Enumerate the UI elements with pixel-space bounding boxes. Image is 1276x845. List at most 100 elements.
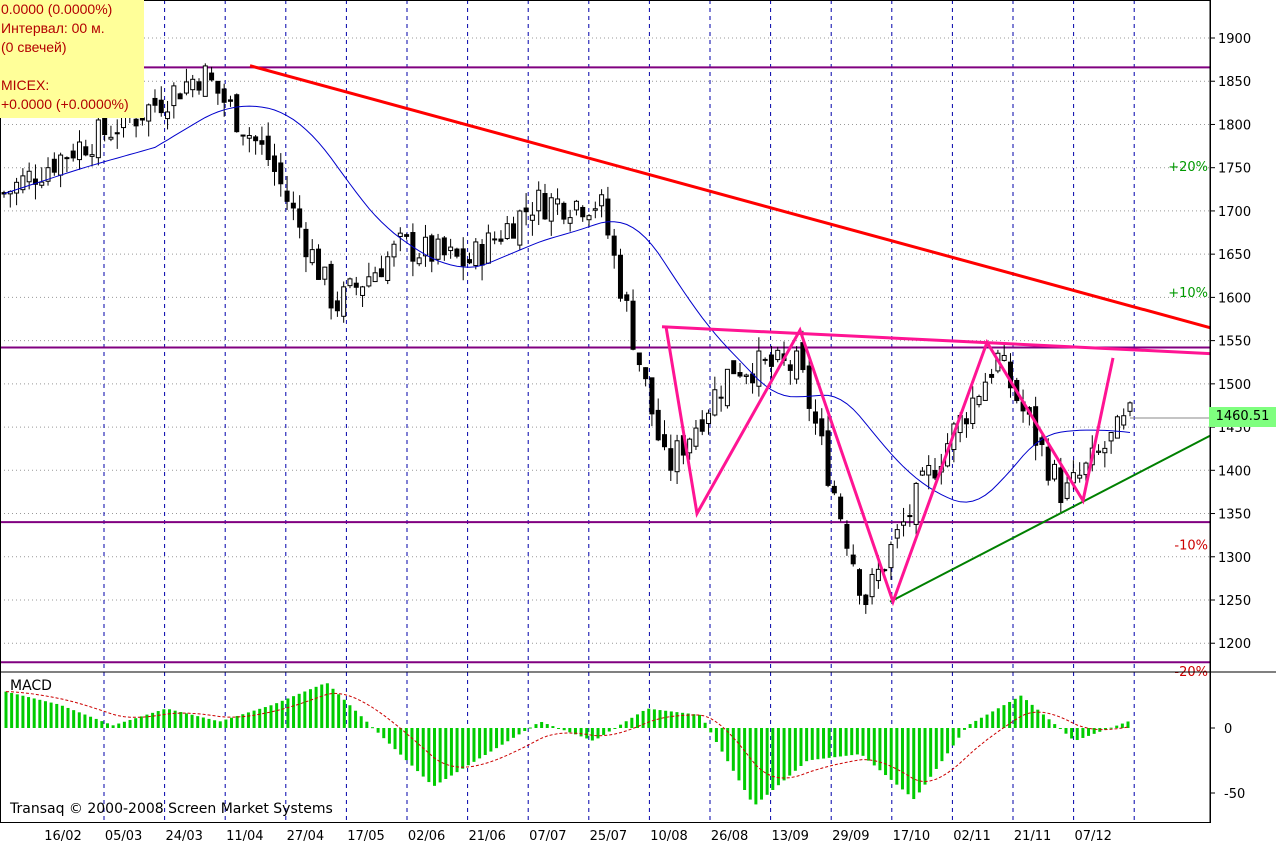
x-tick-label: 17/10 <box>893 829 930 844</box>
pattern-zigzag <box>664 326 1115 607</box>
x-tick-label: 26/08 <box>711 829 748 844</box>
macd-bar <box>867 728 871 761</box>
grid <box>0 0 1210 822</box>
candle-body <box>196 81 202 91</box>
macd-bar <box>652 709 656 728</box>
info-candles: (0 свечей) <box>1 39 67 55</box>
candle-body <box>806 365 812 409</box>
y-tick-label: 1400 <box>1218 464 1251 479</box>
candle-body <box>466 259 472 264</box>
macd-bar <box>370 727 374 729</box>
candle-body <box>303 228 309 258</box>
candle-body <box>932 469 938 479</box>
y-tick-label: 1250 <box>1218 594 1251 609</box>
candle-body <box>794 350 800 380</box>
candle-body <box>724 368 730 407</box>
candle-body <box>787 364 793 371</box>
candle-body <box>378 268 384 278</box>
candle-body <box>825 430 831 486</box>
candle-body <box>863 594 869 606</box>
y-tick-label: 1200 <box>1218 637 1251 652</box>
downtrend-line <box>249 64 1211 330</box>
info-symbol: MICEX: <box>1 77 50 93</box>
macd-bar <box>737 728 741 781</box>
macd-bar <box>190 714 194 728</box>
macd-bar <box>675 712 679 728</box>
macd-bar <box>416 728 420 772</box>
macd-bar <box>60 705 64 728</box>
macd-bar <box>895 728 899 785</box>
candle-body <box>278 162 284 185</box>
candle-body <box>39 181 45 186</box>
macd-bar <box>810 728 814 760</box>
macd-bar <box>1008 701 1012 728</box>
macd-bar <box>917 728 921 793</box>
macd-bar <box>996 708 1000 728</box>
macd-bar <box>111 725 115 728</box>
candle-body <box>542 193 548 220</box>
candle-body <box>561 202 567 220</box>
candle-body <box>322 266 328 280</box>
y-tick-label: 1300 <box>1218 551 1251 566</box>
y-tick-label: 1650 <box>1218 248 1251 263</box>
macd-bar <box>399 728 403 755</box>
macd-bar <box>393 728 397 750</box>
candle-body <box>894 529 900 539</box>
y-tick-label: 1350 <box>1218 508 1251 523</box>
macd-bar <box>714 728 718 742</box>
y-tick-label: 1850 <box>1218 75 1251 90</box>
info-box: 0.0000 (0.0000%) Интервал: 00 м. (0 свеч… <box>0 0 144 118</box>
candle-body <box>555 198 561 205</box>
macd-bar <box>647 708 651 728</box>
macd-bar <box>94 718 98 728</box>
candles <box>1 63 1133 614</box>
macd-bar <box>664 710 668 728</box>
macd-bar <box>613 728 617 729</box>
candle-body <box>32 178 38 185</box>
macd-bar <box>562 728 566 731</box>
candle-body <box>737 372 743 377</box>
macd-bar <box>1070 728 1074 739</box>
macd-bar <box>376 728 380 733</box>
candle-body <box>309 249 315 264</box>
y-tick-label: 1550 <box>1218 335 1251 350</box>
macd-bar <box>258 708 262 728</box>
macd-bar <box>788 728 792 776</box>
macd-bar <box>850 728 854 756</box>
macd-bar <box>128 719 132 728</box>
candle-body <box>1114 416 1120 439</box>
macd-bar <box>100 721 104 728</box>
macd-bar <box>1126 721 1130 728</box>
candle-body <box>316 248 322 280</box>
candle-body <box>454 248 460 257</box>
macd-bar <box>382 728 386 739</box>
candle-body <box>492 238 498 241</box>
candle-body <box>1077 474 1083 479</box>
macd-bar <box>122 721 126 728</box>
candle-body <box>14 181 20 194</box>
macd-bar <box>466 728 470 766</box>
macd-bar <box>10 692 14 728</box>
macd-bar <box>692 714 696 728</box>
macd-bar <box>207 718 211 728</box>
macd-bar <box>455 728 459 773</box>
macd-bar <box>292 696 296 728</box>
candle-body <box>831 485 837 494</box>
candle-body <box>687 438 693 454</box>
macd-bar <box>139 716 143 728</box>
candle-body <box>171 85 177 107</box>
macd-bar <box>472 728 476 762</box>
macd-bar <box>974 720 978 728</box>
candle-body <box>297 208 303 228</box>
candle-body <box>850 554 856 565</box>
macd-bar <box>793 728 797 771</box>
x-tick-label: 02/06 <box>408 829 445 844</box>
percent-level-label: +10% <box>1168 286 1208 301</box>
macd-bar <box>590 728 594 741</box>
candle-body <box>259 140 265 145</box>
candle-body <box>246 135 252 139</box>
candle-body <box>1001 354 1007 361</box>
candle-body <box>668 448 674 471</box>
macd-bar <box>506 728 510 742</box>
macd-bar <box>1075 728 1079 741</box>
